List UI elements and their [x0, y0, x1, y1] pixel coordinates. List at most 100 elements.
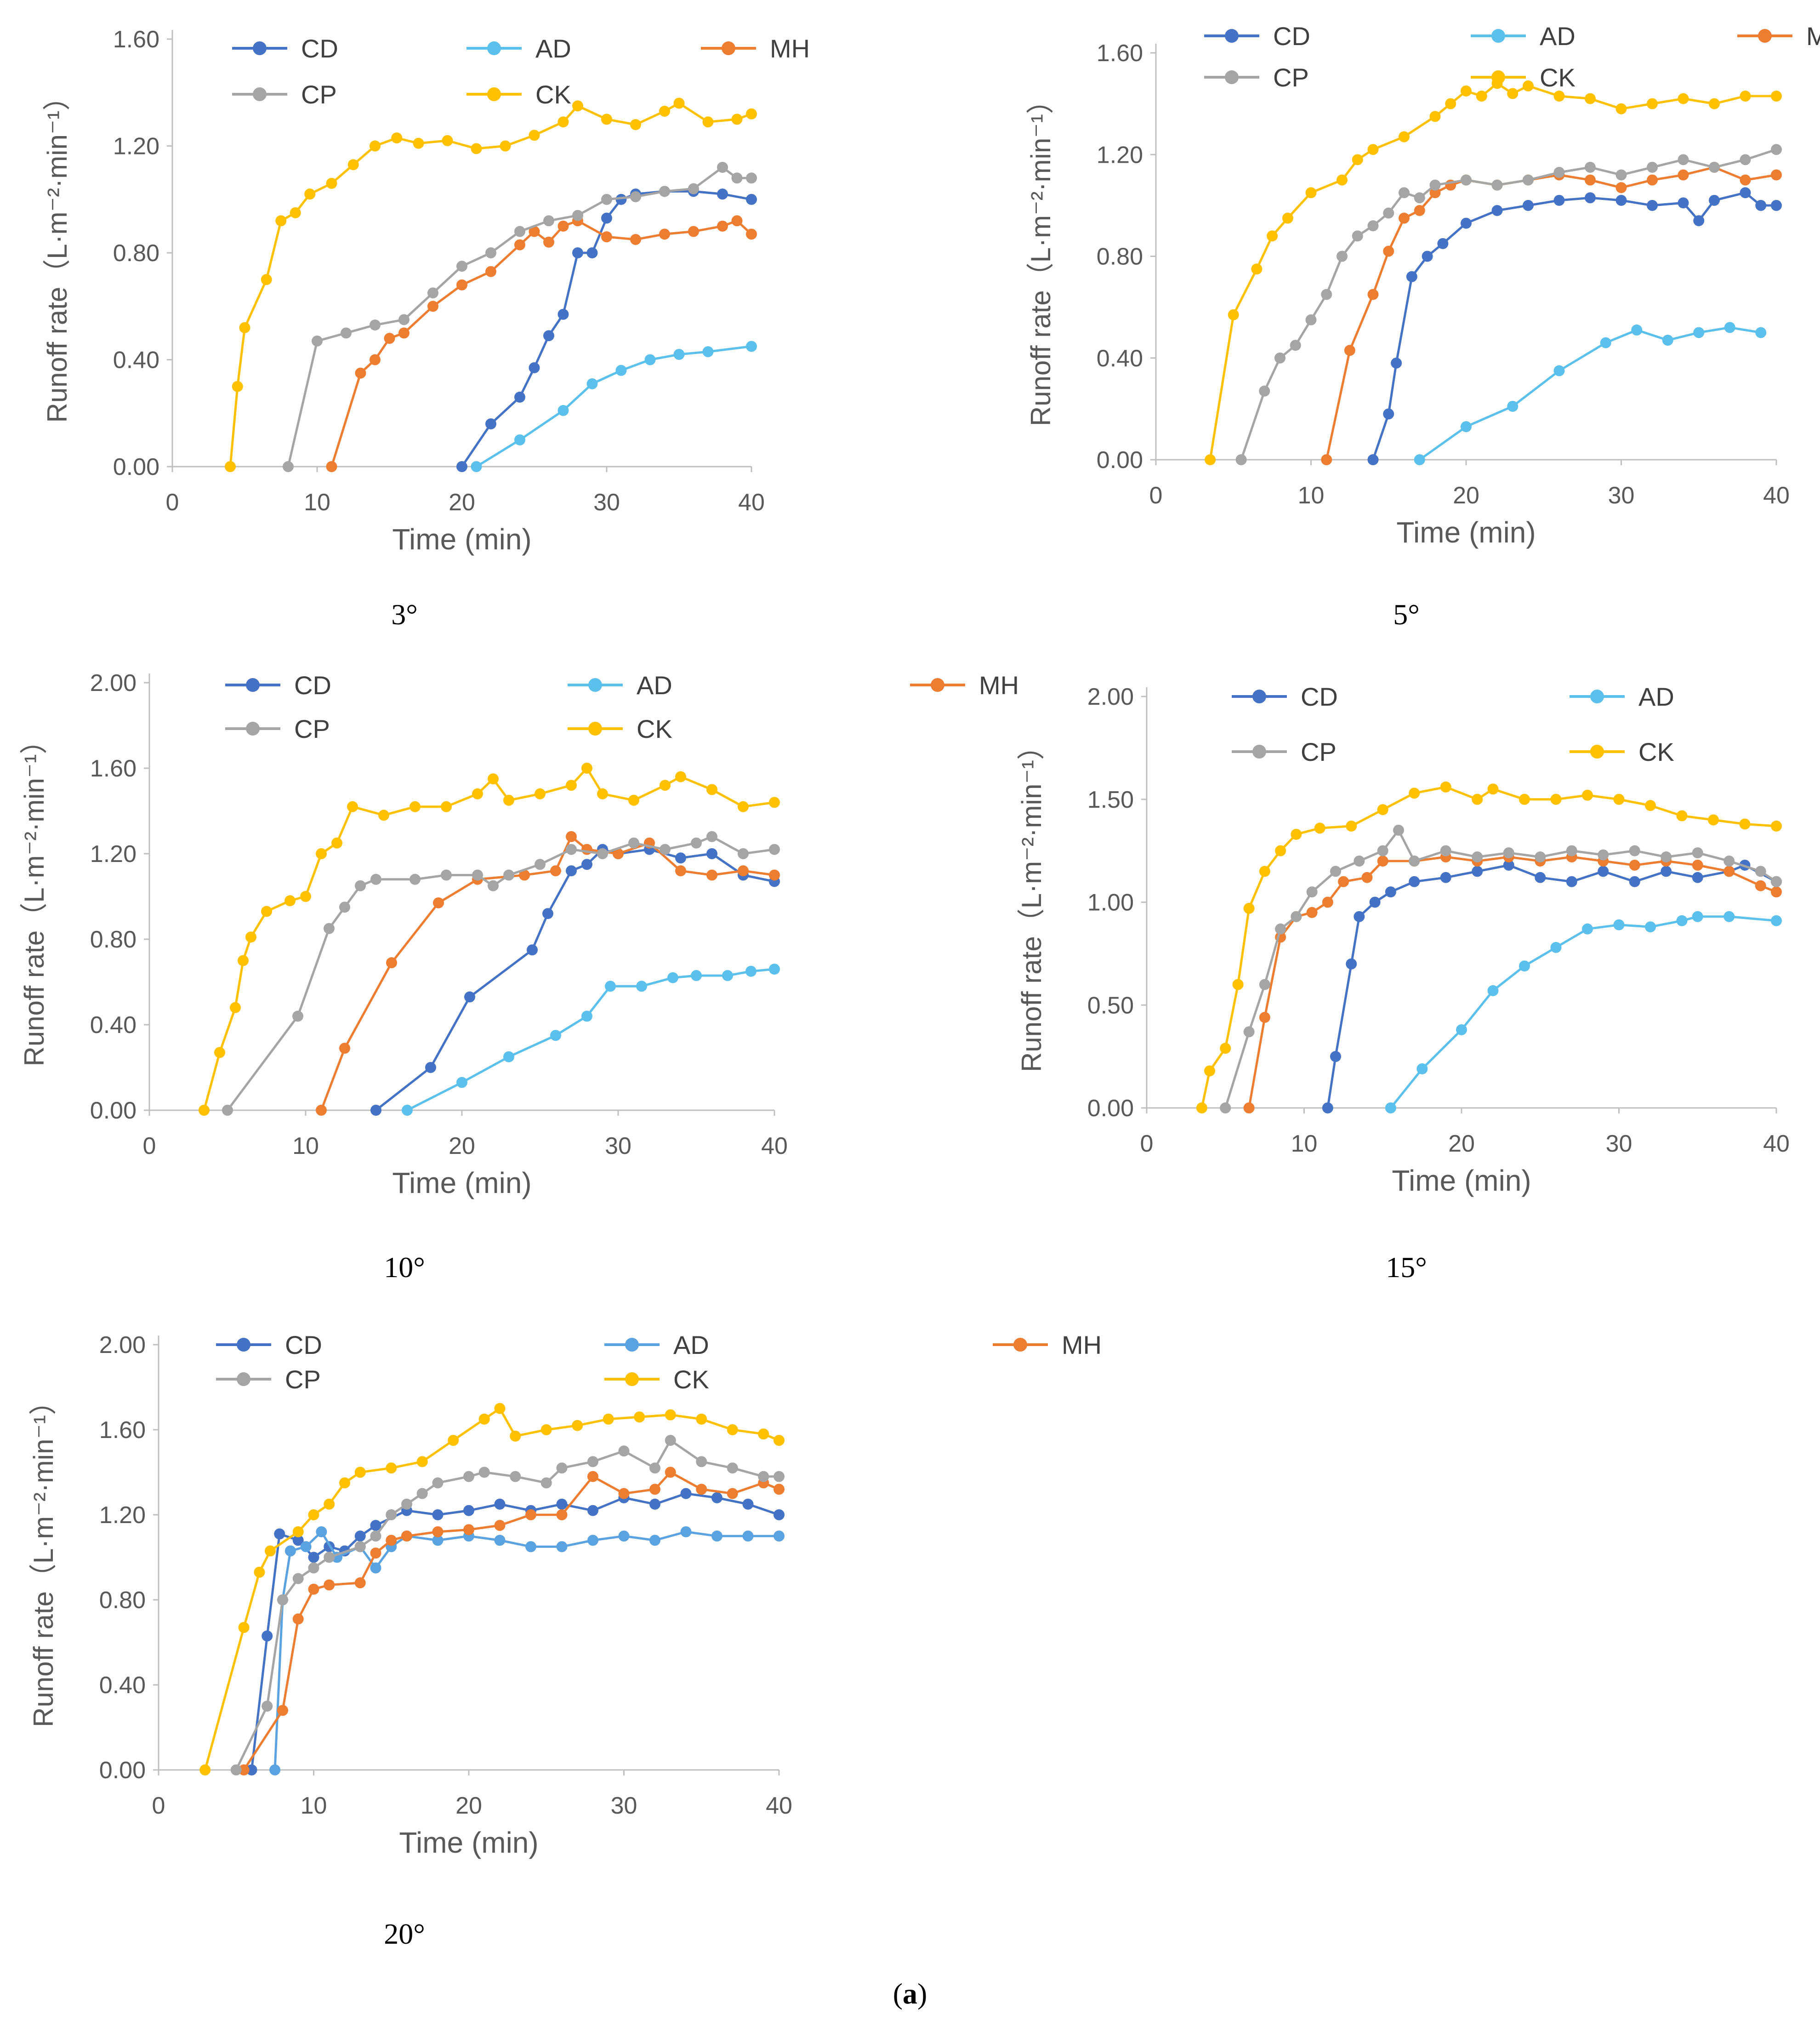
data-point-mh [370, 1547, 381, 1559]
data-point-cp [746, 172, 757, 184]
data-point-cd [456, 461, 467, 472]
data-point-ad [680, 1526, 692, 1537]
data-point-cd [1385, 886, 1396, 898]
data-point-ck [488, 773, 499, 785]
data-point-ck [706, 784, 717, 795]
series-ad [402, 964, 780, 1116]
data-point-cp [1220, 1102, 1231, 1113]
data-point-cp [398, 314, 410, 325]
data-point-ad [1662, 335, 1673, 346]
data-point-ad [711, 1530, 722, 1542]
data-point-cd [717, 188, 728, 200]
y-tick-label: 0.50 [1087, 992, 1134, 1019]
data-point-mh [1692, 859, 1703, 871]
data-point-ad [556, 1541, 568, 1552]
data-point-cp [1585, 161, 1596, 173]
data-point-ck [1251, 263, 1263, 275]
y-tick-label: 1.20 [99, 1502, 146, 1529]
data-point-cd [680, 1488, 692, 1499]
y-axis-title: Runoff rate（L·m⁻²·min⁻¹） [28, 1387, 59, 1727]
data-point-cd [711, 1492, 722, 1503]
x-tick-label: 10 [1298, 482, 1325, 509]
chart-panel-1: 0.00 0.40 0.80 1.20 1.60 0 10 20 30 40 Time (min) R… [1025, 22, 1820, 549]
legend-label: CD [285, 1330, 322, 1359]
legend-marker [722, 41, 735, 55]
data-point-cd [494, 1498, 506, 1510]
data-point-cd [246, 1764, 257, 1775]
data-point-ad [1631, 324, 1643, 336]
data-point-cd [274, 1528, 285, 1540]
legend-entry-cp: CP [232, 80, 337, 109]
data-point-ad [1487, 985, 1499, 996]
data-point-cp [1566, 845, 1577, 856]
data-point-cd [432, 1509, 444, 1520]
data-point-mh [774, 1484, 785, 1495]
data-point-cd [1391, 357, 1402, 369]
data-point-mh [485, 266, 496, 277]
data-point-mh [238, 1764, 250, 1775]
legend-label: MH [770, 34, 810, 63]
y-tick-label: 1.60 [1097, 40, 1143, 67]
x-tick-label: 30 [593, 489, 620, 516]
data-point-ck [339, 1477, 350, 1489]
data-point-cp [691, 837, 702, 849]
data-point-ck [239, 322, 250, 333]
legend-marker [1252, 745, 1266, 759]
data-point-ck [1196, 1102, 1207, 1113]
data-point-cp [706, 831, 717, 842]
legend-entry-cp: CP [1232, 737, 1337, 766]
data-point-mh [1771, 169, 1782, 181]
data-point-cp [597, 848, 608, 859]
series-cp [1220, 824, 1782, 1113]
data-point-ck [471, 143, 482, 154]
data-point-cp [308, 1562, 319, 1574]
series-ck [199, 1403, 785, 1775]
data-point-ck [284, 895, 296, 907]
data-point-ck [675, 771, 686, 782]
data-point-mh [630, 234, 641, 245]
legend-marker [625, 1372, 639, 1386]
data-point-cp [1553, 166, 1565, 178]
data-point-cp [1414, 192, 1425, 204]
data-point-ck [630, 119, 641, 130]
data-point-ck [1259, 866, 1270, 877]
data-point-ck [529, 130, 540, 141]
data-point-mh [613, 848, 624, 859]
data-point-cd [1472, 866, 1483, 877]
legend-marker [931, 678, 944, 692]
series-line-cp [287, 166, 751, 467]
data-point-mh [401, 1530, 412, 1542]
data-point-mh [386, 957, 397, 969]
data-point-ad [702, 346, 714, 358]
data-point-cd [1585, 192, 1596, 204]
series-line-cp [1224, 829, 1777, 1108]
data-point-ck [238, 955, 249, 966]
legend-marker [1590, 690, 1604, 703]
legend-marker [588, 678, 602, 692]
data-point-ck [1337, 174, 1348, 186]
series-ck [225, 97, 757, 472]
data-point-ck [347, 159, 359, 171]
data-point-ck [1678, 93, 1689, 104]
data-point-ck [1232, 979, 1244, 990]
data-point-ad [673, 348, 685, 360]
data-point-ck [738, 801, 749, 812]
series-line-ad [1389, 915, 1777, 1109]
data-point-cp [1305, 314, 1317, 325]
data-point-cp [1598, 849, 1609, 861]
data-point-cp [758, 1471, 769, 1482]
data-point-cd [262, 1630, 273, 1642]
data-point-cd [1406, 271, 1417, 282]
data-point-mh [731, 215, 743, 227]
data-point-cp [370, 873, 381, 885]
legend-entry-cd: CD [1204, 22, 1310, 51]
data-point-mh [706, 869, 717, 881]
data-point-ck [1708, 814, 1719, 826]
data-point-mh [1367, 289, 1379, 300]
x-tick-label: 20 [1448, 1130, 1475, 1157]
data-point-ad [615, 365, 627, 376]
data-point-ck [1305, 187, 1317, 199]
series-line-cd [250, 1492, 779, 1770]
chart-panel-2: 0.00 0.40 0.80 1.20 1.60 2.00 0 10 20 30 40 Time (m… [19, 670, 1019, 1199]
data-point-mh [1383, 245, 1394, 257]
